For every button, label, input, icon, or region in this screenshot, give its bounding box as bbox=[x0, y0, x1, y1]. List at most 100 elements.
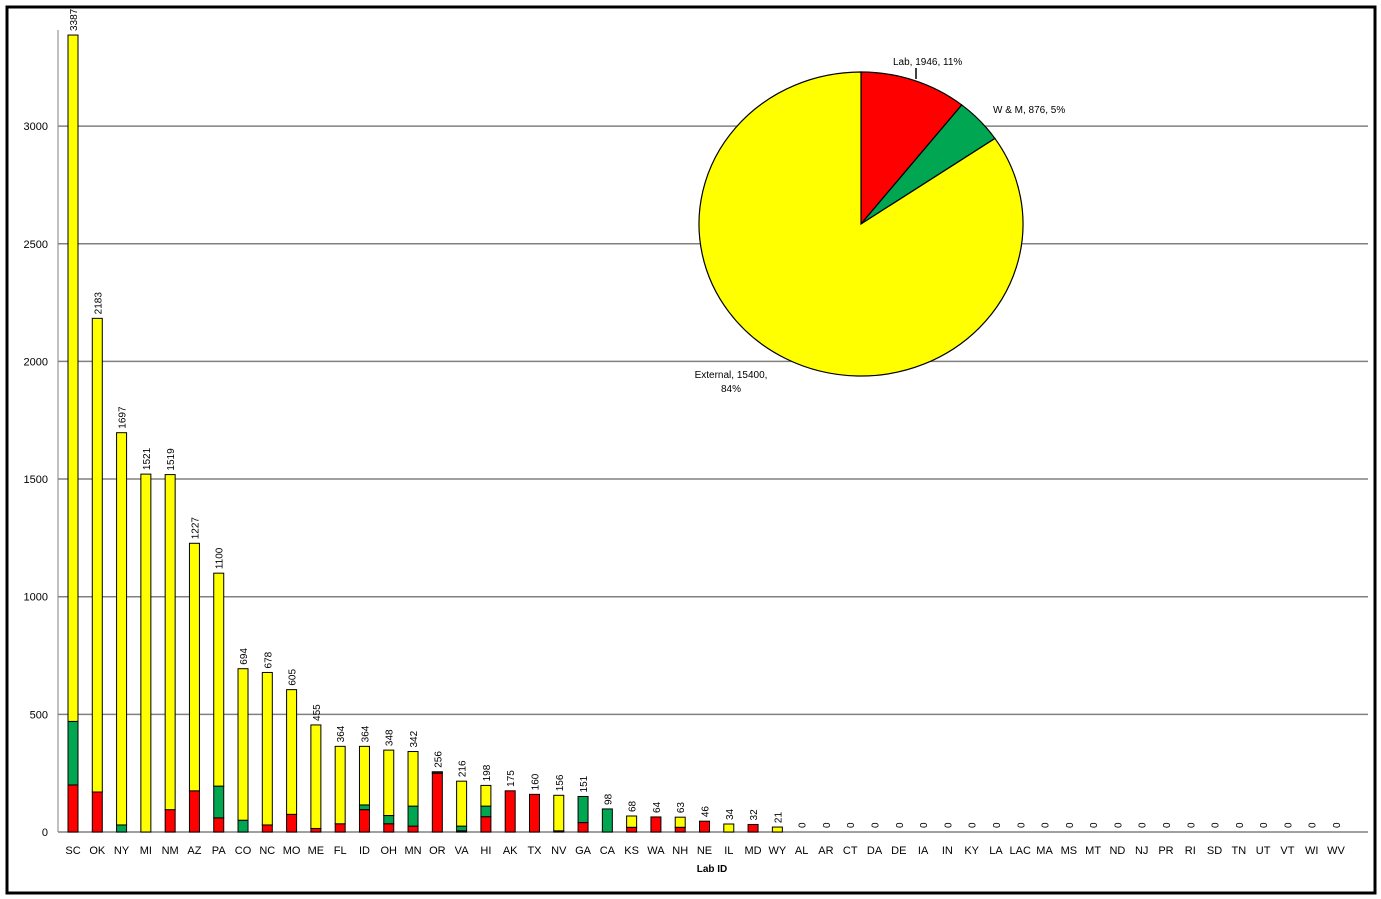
bar-total-label: 0 bbox=[919, 822, 930, 828]
bar-segment bbox=[456, 825, 468, 832]
x-tick-label: NY bbox=[114, 845, 130, 857]
pie-chart: Lab, 1946, 11% W & M, 876, 5% External, 15… bbox=[695, 57, 1066, 395]
bar-segment bbox=[188, 790, 200, 833]
bar-segment bbox=[577, 822, 589, 833]
bar-total-label: 0 bbox=[822, 822, 833, 828]
bar-segment bbox=[674, 816, 686, 828]
y-tick-label: 2500 bbox=[24, 239, 48, 251]
x-tick-label: VT bbox=[1280, 845, 1294, 857]
pie-label-external-percent: 84% bbox=[721, 384, 741, 395]
bar-segment bbox=[188, 542, 200, 792]
bar-total-label: 0 bbox=[1332, 822, 1343, 828]
bar-segment bbox=[116, 432, 128, 826]
bar-segment bbox=[358, 809, 370, 833]
pie-label-lab: Lab, 1946, 11% bbox=[893, 57, 962, 68]
bar-segment bbox=[91, 317, 103, 793]
x-tick-label: KY bbox=[964, 845, 979, 857]
x-tick-label: NV bbox=[551, 845, 567, 857]
x-tick-label: SD bbox=[1207, 845, 1222, 857]
bar-segment bbox=[456, 780, 468, 827]
bar-total-label: 342 bbox=[409, 730, 420, 747]
bar-segment bbox=[67, 720, 79, 786]
bar-total-label: 98 bbox=[603, 793, 614, 805]
bar-total-label: 156 bbox=[555, 774, 566, 791]
bar-total-label: 198 bbox=[482, 764, 493, 781]
bar-total-label: 0 bbox=[1041, 822, 1052, 828]
bar-segment bbox=[407, 805, 419, 827]
bar-segment bbox=[358, 745, 370, 806]
bar-segment bbox=[601, 808, 613, 833]
bar-total-label: 455 bbox=[312, 704, 323, 721]
bar-segment bbox=[407, 825, 419, 833]
bar-total-label: 0 bbox=[871, 822, 882, 828]
x-tick-label: ID bbox=[359, 845, 370, 857]
x-tick-label: WA bbox=[647, 845, 665, 857]
y-axis-ticks: 0 500 1000 1500 2000 2500 3000 bbox=[24, 121, 48, 839]
y-tick-label: 1000 bbox=[24, 592, 48, 604]
x-tick-label: HI bbox=[480, 845, 491, 857]
x-tick-label: OH bbox=[381, 845, 398, 857]
y-tick-label: 0 bbox=[42, 827, 48, 839]
bar-total-label: 0 bbox=[1113, 822, 1124, 828]
bar-total-label: 32 bbox=[749, 809, 760, 821]
bar-segment bbox=[407, 751, 419, 807]
bar-total-label: 1227 bbox=[190, 517, 201, 540]
bar-series: 3387 2183 1697 1521 1519 1227 1100 694 678 605 455… bbox=[67, 8, 1343, 833]
bar-total-label: 0 bbox=[846, 822, 857, 828]
bar-segment bbox=[553, 794, 565, 832]
pie-slice bbox=[860, 71, 963, 226]
x-tick-label: WV bbox=[1327, 845, 1345, 857]
bar-segment bbox=[626, 815, 638, 828]
x-tick-label: PR bbox=[1158, 845, 1173, 857]
bar-segment bbox=[164, 809, 176, 833]
bar-segment bbox=[286, 689, 298, 815]
x-tick-label: AL bbox=[795, 845, 808, 857]
y-tick-label: 3000 bbox=[24, 121, 48, 133]
x-tick-label: AK bbox=[503, 845, 518, 857]
y-tick-label: 2000 bbox=[24, 356, 48, 368]
x-tick-label: TN bbox=[1232, 845, 1247, 857]
bar-segment bbox=[261, 824, 273, 833]
x-tick-label: IL bbox=[724, 845, 733, 857]
bar-segment bbox=[504, 790, 516, 833]
bar-segment bbox=[334, 823, 346, 833]
bar-segment bbox=[91, 791, 103, 833]
bar-total-label: 0 bbox=[1065, 822, 1076, 828]
bar-total-label: 0 bbox=[968, 822, 979, 828]
chart-frame bbox=[5, 5, 1377, 895]
bar-segment bbox=[334, 745, 346, 825]
bar-total-label: 46 bbox=[701, 806, 712, 818]
bar-segment bbox=[286, 813, 298, 833]
x-tick-label: NC bbox=[259, 845, 275, 857]
bar-total-label: 1519 bbox=[166, 448, 177, 471]
bar-total-label: 2183 bbox=[93, 292, 104, 315]
pie-slice bbox=[698, 71, 1024, 377]
x-tick-label: MT bbox=[1085, 845, 1101, 857]
bar-segment bbox=[383, 749, 395, 817]
bar-segment bbox=[480, 816, 492, 833]
x-tick-label: UT bbox=[1256, 845, 1271, 857]
bar-segment bbox=[164, 474, 176, 811]
bar-total-label: 605 bbox=[288, 669, 299, 686]
bar-total-label: 348 bbox=[385, 729, 396, 746]
bar-total-label: 0 bbox=[1089, 822, 1100, 828]
bar-total-label: 1100 bbox=[215, 547, 226, 569]
x-tick-label: LA bbox=[989, 845, 1003, 857]
bar-total-label: 21 bbox=[773, 811, 784, 823]
bar-total-label: 0 bbox=[895, 822, 906, 828]
bar-segment bbox=[310, 827, 322, 833]
bar-total-label: 1521 bbox=[142, 447, 153, 470]
bar-total-label: 151 bbox=[579, 775, 590, 792]
bar-total-label: 3387 bbox=[69, 8, 80, 31]
bar-segment bbox=[480, 784, 492, 807]
bar-segment bbox=[67, 34, 79, 722]
x-tick-label: WI bbox=[1305, 845, 1318, 857]
x-tick-label: MA bbox=[1036, 845, 1053, 857]
bar-total-label: 160 bbox=[530, 773, 541, 790]
bar-total-label: 364 bbox=[360, 725, 371, 742]
bar-segment bbox=[213, 817, 225, 833]
x-axis-title: Lab ID bbox=[697, 864, 728, 875]
x-tick-label: KS bbox=[624, 845, 639, 857]
bar-segment bbox=[358, 804, 370, 811]
